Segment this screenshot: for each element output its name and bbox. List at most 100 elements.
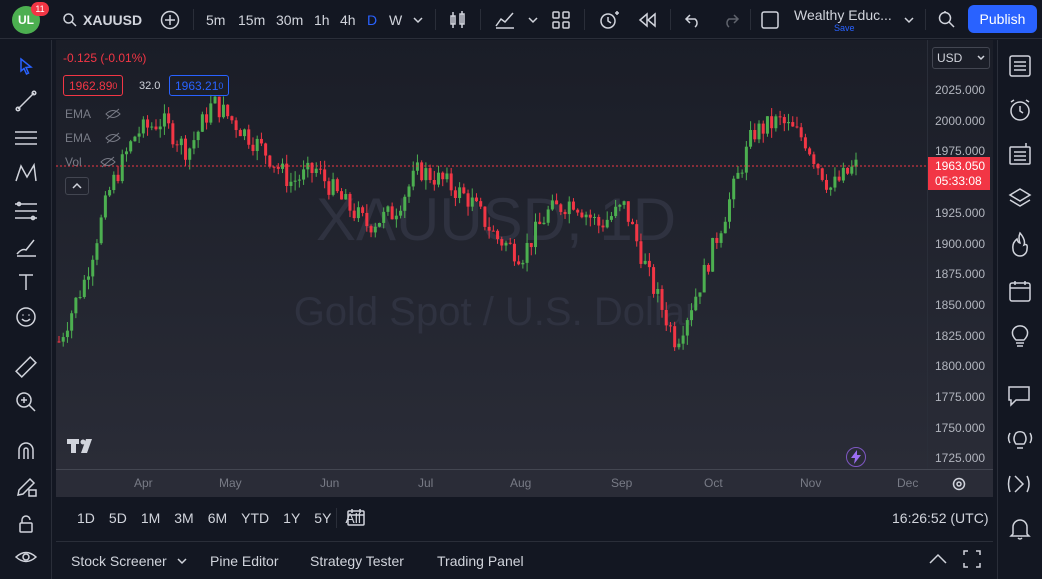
undo-button[interactable] (684, 0, 702, 39)
hotlists-button[interactable] (1004, 228, 1036, 260)
object-tree-button[interactable] (1004, 182, 1036, 214)
range-button-3m[interactable]: 3M (174, 510, 194, 526)
data-window-button[interactable] (1004, 138, 1036, 170)
price-scale[interactable]: USD 2025.0002000.0001975.0001950.0001925… (927, 40, 993, 469)
publish-button[interactable]: Publish (968, 5, 1037, 33)
magnet-tool[interactable] (12, 437, 40, 465)
interval-1h[interactable]: 1h (314, 0, 330, 39)
time-scale[interactable]: Apr May Jun Jul Aug Sep Oct Nov Dec (56, 469, 993, 497)
alerts-button[interactable] (1004, 94, 1036, 126)
tab-strategy-tester[interactable]: Strategy Tester (310, 553, 404, 569)
lock-drawings-tool[interactable] (12, 473, 40, 501)
compare-symbol-button[interactable] (160, 0, 180, 39)
hide-drawings-tool[interactable] (12, 543, 40, 571)
chart-type-button[interactable] (449, 0, 467, 39)
tab-trading-panel[interactable]: Trading Panel (437, 553, 524, 569)
chart-settings-button[interactable] (951, 476, 967, 497)
bottom-panel-tabs: Stock Screener Pine Editor Strategy Test… (56, 541, 993, 579)
currency-select[interactable]: USD (932, 47, 990, 69)
interval-15m[interactable]: 15m (238, 0, 265, 39)
indicators-button[interactable] (494, 0, 516, 39)
candle-body (685, 320, 689, 336)
candle-body (799, 127, 803, 138)
layouts-button[interactable] (552, 0, 570, 39)
sell-button[interactable]: 1962.89 0 (63, 75, 124, 96)
candlestick-chart[interactable]: XAUUSD, 1D Gold Spot / U.S. Dollar (56, 40, 927, 469)
fib-tool[interactable] (12, 197, 40, 225)
pattern-tool[interactable] (12, 159, 40, 187)
interval-4h[interactable]: 4h (340, 0, 356, 39)
streams-button[interactable] (1004, 424, 1036, 456)
buy-button[interactable]: 1963.21 0 (169, 75, 230, 96)
symbol-search[interactable]: XAUUSD (62, 0, 142, 39)
candle-body (787, 122, 791, 124)
indicators-icon (495, 12, 514, 29)
range-button-5y[interactable]: 5Y (314, 510, 332, 526)
candle-body (87, 276, 91, 280)
interval-d[interactable]: D (367, 0, 377, 39)
alert-button[interactable] (598, 0, 620, 39)
goto-date-button[interactable] (346, 507, 366, 532)
candle-body (344, 194, 348, 200)
chats-button[interactable] (1004, 380, 1036, 412)
tradingview-logo[interactable] (66, 437, 100, 460)
indicator-ema-2[interactable]: EMA (65, 131, 121, 145)
candle-body (576, 209, 580, 213)
lock-tool[interactable] (12, 510, 40, 538)
candle-body (251, 144, 255, 152)
emoji-tool[interactable] (12, 303, 40, 331)
measure-tool[interactable] (12, 353, 40, 381)
replay-button[interactable] (638, 0, 658, 39)
interval-30m[interactable]: 30m (276, 0, 303, 39)
candle-body (761, 123, 765, 134)
candle-body (593, 216, 597, 218)
chevron-up-icon (929, 553, 947, 564)
interval-5m[interactable]: 5m (206, 0, 225, 39)
cursor-tool[interactable] (12, 52, 40, 80)
eye-hidden-icon[interactable] (99, 156, 116, 168)
chart-pane[interactable]: XAUUSD, 1D Gold Spot / U.S. Dollar -0.12… (56, 40, 927, 469)
tab-stock-screener[interactable]: Stock Screener (71, 553, 187, 569)
search-settings-icon (938, 10, 955, 28)
interval-dropdown[interactable] (412, 0, 424, 39)
utc-clock[interactable]: 16:26:52 (UTC) (892, 510, 989, 526)
tab-pine-editor[interactable]: Pine Editor (210, 553, 278, 569)
range-button-1d[interactable]: 1D (77, 510, 95, 526)
lightning-button[interactable] (846, 447, 866, 467)
indicators-dropdown[interactable] (527, 0, 539, 39)
watchlist-button[interactable] (1004, 50, 1036, 82)
maximize-panel-button[interactable] (963, 550, 981, 573)
calendar-button[interactable] (1004, 275, 1036, 307)
quick-search-button[interactable] (937, 0, 957, 39)
range-button-all[interactable]: All (345, 510, 361, 526)
brush-tool[interactable] (12, 233, 40, 261)
layout-dropdown[interactable] (903, 0, 915, 39)
drawing-toolbar (0, 40, 52, 579)
candle-body (820, 168, 824, 180)
range-button-6m[interactable]: 6M (207, 510, 228, 526)
horizontal-lines-tool[interactable] (12, 124, 40, 152)
range-button-1y[interactable]: 1Y (283, 510, 301, 526)
candle-body (74, 297, 78, 314)
zoom-tool[interactable] (12, 388, 40, 416)
indicator-volume[interactable]: Vol (65, 155, 116, 169)
layout-select-checkbox[interactable] (761, 0, 779, 39)
indicator-ema-1[interactable]: EMA (65, 107, 121, 121)
eye-hidden-icon[interactable] (105, 132, 121, 144)
text-tool[interactable] (12, 268, 40, 296)
candle-body (778, 116, 782, 118)
trend-line-tool[interactable] (12, 87, 40, 115)
redo-button[interactable] (722, 0, 740, 39)
collapse-legend-button[interactable] (65, 177, 89, 195)
range-button-5d[interactable]: 5D (108, 510, 127, 526)
eye-hidden-icon[interactable] (105, 108, 121, 120)
range-button-1m[interactable]: 1M (140, 510, 161, 526)
ideas-button[interactable] (1004, 320, 1036, 352)
candle-body (529, 242, 533, 248)
notifications-button[interactable] (1004, 512, 1036, 544)
range-button-ytd[interactable]: YTD (241, 510, 270, 526)
interval-w[interactable]: W (389, 0, 402, 39)
signals-button[interactable] (1004, 468, 1036, 500)
expand-panel-button[interactable] (929, 552, 947, 570)
layout-name-menu[interactable]: Wealthy Educ... Save (794, 0, 892, 39)
